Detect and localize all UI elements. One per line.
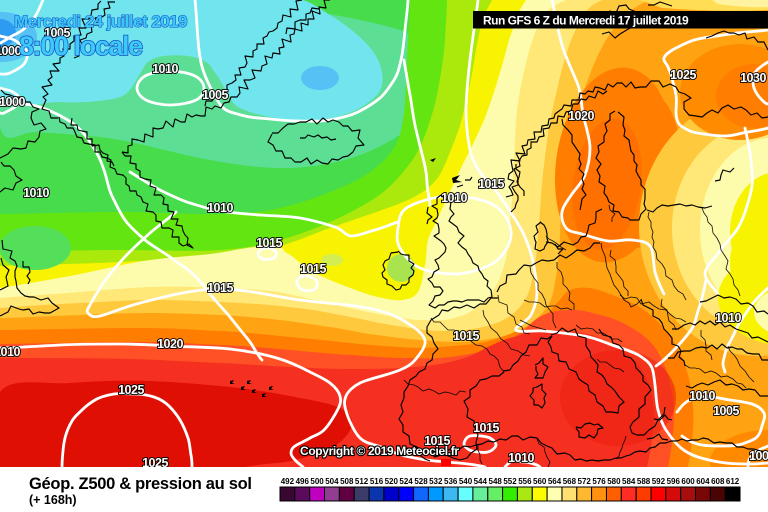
svg-text:1015: 1015	[207, 281, 233, 295]
svg-text:560: 560	[533, 477, 547, 486]
svg-text:588: 588	[637, 477, 651, 486]
svg-text:548: 548	[489, 477, 503, 486]
svg-text:516: 516	[370, 477, 384, 486]
svg-text:604: 604	[696, 477, 710, 486]
svg-text:508: 508	[340, 477, 354, 486]
svg-text:612: 612	[726, 477, 740, 486]
svg-text:496: 496	[296, 477, 310, 486]
svg-text:532: 532	[429, 477, 443, 486]
svg-text:1015: 1015	[256, 236, 282, 250]
svg-text:1015: 1015	[453, 329, 479, 343]
svg-text:564: 564	[548, 477, 562, 486]
svg-text:(+ 168h): (+ 168h)	[29, 493, 77, 507]
svg-text:1005: 1005	[713, 404, 739, 418]
svg-text:1025: 1025	[118, 383, 144, 397]
svg-text:8:00 locale: 8:00 locale	[19, 31, 143, 61]
svg-text:1005: 1005	[749, 449, 768, 463]
svg-text:1010: 1010	[715, 311, 741, 325]
svg-text:1015: 1015	[424, 434, 450, 448]
svg-text:600: 600	[681, 477, 695, 486]
svg-text:1015: 1015	[473, 421, 499, 435]
svg-text:1010: 1010	[23, 186, 49, 200]
svg-text:1000: 1000	[0, 44, 21, 58]
svg-text:1010: 1010	[508, 451, 534, 465]
svg-text:Run GFS 6 Z du Mercredi 17 jui: Run GFS 6 Z du Mercredi 17 juillet 2019	[483, 14, 689, 28]
svg-text:524: 524	[399, 477, 413, 486]
svg-text:Copyright © 2019 Meteociel.fr: Copyright © 2019 Meteociel.fr	[300, 444, 459, 458]
svg-text:584: 584	[622, 477, 636, 486]
svg-text:1025: 1025	[670, 68, 696, 82]
svg-text:580: 580	[607, 477, 621, 486]
svg-text:1015: 1015	[300, 262, 326, 276]
svg-text:1025: 1025	[142, 456, 168, 470]
svg-text:572: 572	[578, 477, 592, 486]
svg-text:500: 500	[310, 477, 324, 486]
svg-text:608: 608	[711, 477, 725, 486]
svg-text:536: 536	[444, 477, 458, 486]
svg-text:520: 520	[385, 477, 399, 486]
svg-text:1010: 1010	[207, 201, 233, 215]
svg-text:504: 504	[325, 477, 339, 486]
svg-text:540: 540	[459, 477, 473, 486]
svg-text:1010: 1010	[152, 62, 178, 76]
svg-text:544: 544	[474, 477, 488, 486]
svg-text:1015: 1015	[478, 177, 504, 191]
svg-text:1010: 1010	[689, 389, 715, 403]
svg-text:1010: 1010	[441, 191, 467, 205]
svg-text:492: 492	[281, 477, 295, 486]
svg-text:1030: 1030	[740, 71, 766, 85]
svg-text:596: 596	[667, 477, 681, 486]
svg-text:528: 528	[414, 477, 428, 486]
svg-text:552: 552	[503, 477, 517, 486]
svg-text:576: 576	[592, 477, 606, 486]
svg-text:512: 512	[355, 477, 369, 486]
svg-text:1020: 1020	[568, 109, 594, 123]
svg-text:Mercredi 24 juillet 2019: Mercredi 24 juillet 2019	[14, 12, 187, 31]
svg-text:592: 592	[652, 477, 666, 486]
svg-text:1010: 1010	[0, 345, 20, 359]
svg-text:1005: 1005	[202, 88, 228, 102]
svg-text:1020: 1020	[157, 337, 183, 351]
svg-text:1005: 1005	[44, 26, 70, 40]
svg-text:568: 568	[563, 477, 577, 486]
svg-text:1000: 1000	[0, 95, 25, 109]
svg-text:Géop. Z500 & pression au sol: Géop. Z500 & pression au sol	[29, 475, 252, 493]
svg-text:556: 556	[518, 477, 532, 486]
